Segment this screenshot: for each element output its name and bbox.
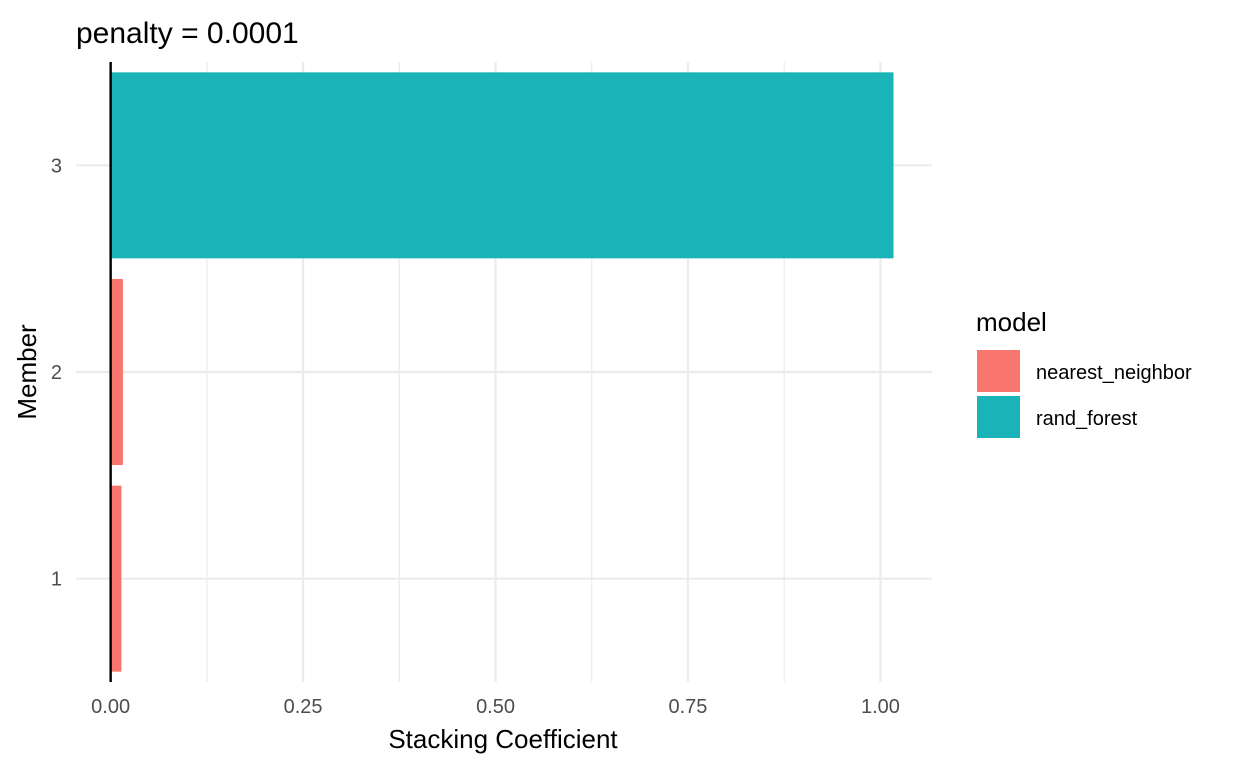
x-tick-label: 0.00 [91,696,130,718]
legend-swatch-rand-forest [977,396,1020,438]
legend-title: model [976,307,1047,337]
x-axis-title: Stacking Coefficient [388,724,618,754]
axis-layer: 0.00 0.25 0.50 0.75 1.00 1 2 3 [51,62,900,718]
y-tick-label: 1 [51,569,62,591]
legend-swatch-nearest-neighbor [977,350,1020,392]
bar-layer [110,72,894,672]
bar-member-2 [110,279,123,465]
chart-title: penalty = 0.0001 [76,17,299,50]
y-tick-label: 2 [51,362,62,384]
bar-member-1 [110,485,122,672]
legend: model nearest_neighbor rand_forest [976,307,1192,438]
y-axis-title: Member [12,324,42,420]
x-tick-label: 0.75 [669,696,708,718]
x-tick-label: 0.25 [284,696,323,718]
legend-label-rand-forest: rand_forest [1036,408,1138,430]
legend-label-nearest-neighbor: nearest_neighbor [1036,362,1192,384]
bar-member-3 [110,72,894,259]
x-tick-label: 0.50 [476,696,515,718]
y-tick-label: 3 [51,155,62,177]
x-tick-label: 1.00 [861,696,900,718]
